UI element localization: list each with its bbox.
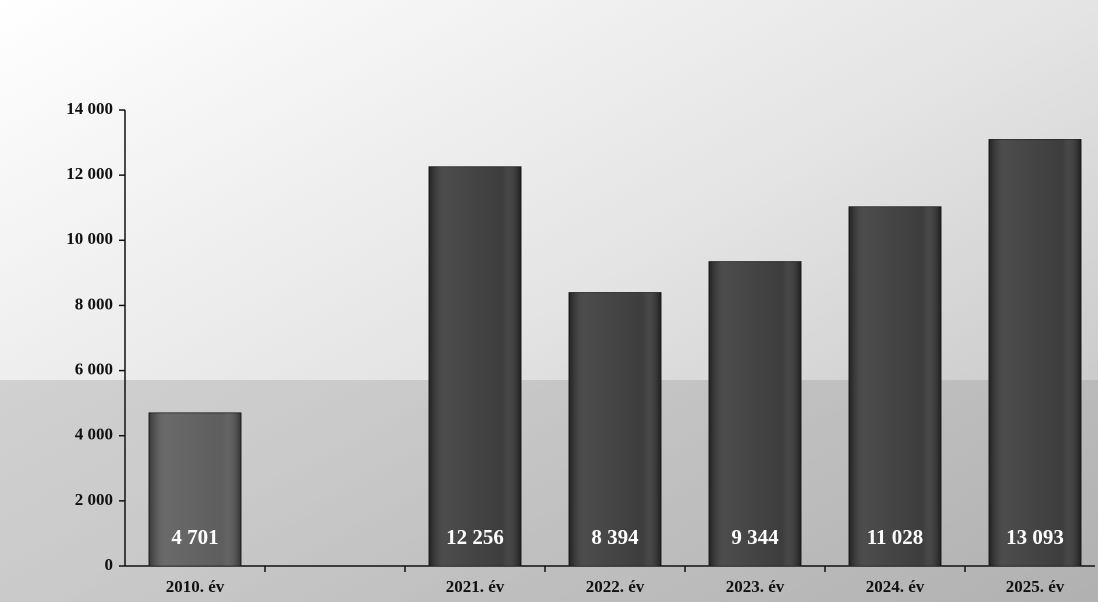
y-tick-label: 8 000 [75,294,113,313]
y-tick-label: 2 000 [75,490,113,509]
value-label: 11 028 [867,525,924,549]
x-tick-label: 2023. év [726,577,785,596]
value-label: 9 344 [731,525,779,549]
value-label: 12 256 [446,525,504,549]
x-tick-label: 2010. év [166,577,225,596]
y-tick-label: 12 000 [66,164,113,183]
x-tick-label: 2025. év [1006,577,1065,596]
y-tick-label: 14 000 [66,99,113,118]
value-label: 13 093 [1006,525,1064,549]
value-label: 8 394 [591,525,639,549]
y-tick-label: 0 [105,555,114,574]
bar [848,206,942,567]
y-tick-label: 10 000 [66,229,113,248]
value-label: 4 701 [171,525,218,549]
bar [428,166,522,567]
bar [988,139,1082,567]
x-tick-label: 2024. év [866,577,925,596]
x-tick-label: 2022. év [586,577,645,596]
bar [708,261,802,567]
x-tick-label: 2021. év [446,577,505,596]
y-tick-label: 6 000 [75,359,113,378]
y-tick-label: 4 000 [75,425,113,444]
